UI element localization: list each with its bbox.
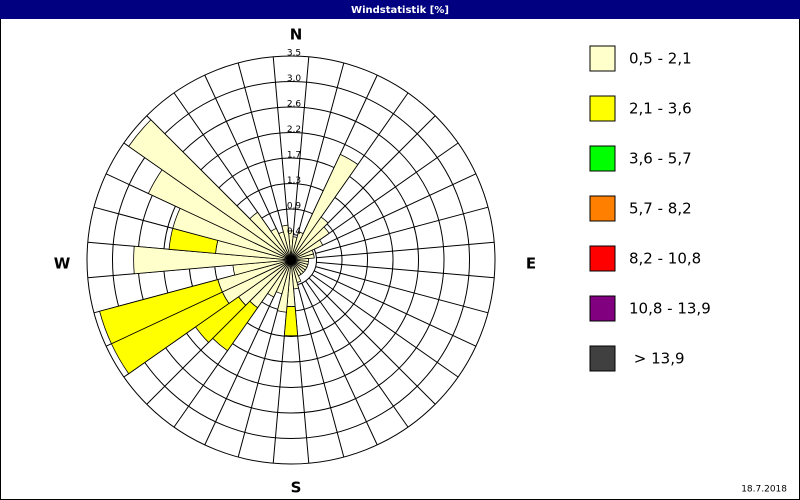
wind-sector bbox=[249, 211, 292, 261]
y-tick-label: 2,6 bbox=[287, 100, 302, 110]
grid-spoke bbox=[308, 115, 436, 243]
y-tick-label: 2,2 bbox=[287, 125, 301, 135]
direction-label: S bbox=[291, 479, 302, 497]
grid-spoke bbox=[292, 56, 310, 235]
grid-ring bbox=[112, 81, 470, 439]
legend-swatch bbox=[589, 195, 616, 222]
legend-swatch bbox=[589, 245, 616, 272]
grid-spoke bbox=[313, 270, 477, 347]
grid-spoke bbox=[316, 241, 495, 259]
grid-spoke bbox=[315, 206, 489, 254]
legend-label: 5,7 - 8,2 bbox=[629, 200, 692, 218]
grid-spoke bbox=[315, 266, 489, 314]
grid-spoke bbox=[272, 56, 290, 235]
grid-spoke bbox=[313, 173, 477, 250]
wind-sector bbox=[290, 253, 315, 261]
grid-spoke bbox=[297, 62, 345, 236]
y-tick-label: 3,5 bbox=[287, 49, 301, 59]
grid-spoke bbox=[311, 142, 459, 246]
legend-swatch bbox=[589, 95, 616, 122]
wind-sector bbox=[270, 227, 292, 261]
legend-label: 10,8 - 13,9 bbox=[629, 300, 711, 318]
wind-sector bbox=[290, 153, 359, 261]
grid-spoke bbox=[308, 277, 436, 405]
wind-sector bbox=[290, 226, 330, 261]
grid-spoke bbox=[305, 280, 409, 428]
direction-label: E bbox=[526, 255, 536, 273]
wind-sector bbox=[290, 216, 329, 261]
date: 18.7.2018 bbox=[741, 485, 787, 495]
legend-label: > 13,9 bbox=[629, 350, 685, 368]
wind-sector bbox=[99, 279, 223, 345]
legend-label: 0,5 - 2,1 bbox=[629, 50, 692, 68]
grid-spoke bbox=[204, 282, 281, 446]
legend-swatch bbox=[589, 45, 616, 72]
y-tick-label: 1,3 bbox=[287, 176, 301, 186]
wind-sector bbox=[283, 306, 299, 337]
direction-label: N bbox=[290, 26, 303, 44]
grid-spoke bbox=[316, 261, 495, 279]
y-tick-label: 0,9 bbox=[287, 202, 302, 212]
wind-sector bbox=[133, 245, 292, 275]
direction-label: W bbox=[54, 255, 71, 273]
legend-swatch bbox=[589, 145, 616, 172]
legend-swatch bbox=[589, 295, 616, 322]
grid-ring bbox=[86, 55, 496, 465]
grid-spoke bbox=[237, 284, 285, 458]
grid-spoke bbox=[301, 282, 378, 446]
wind-sector bbox=[290, 239, 324, 261]
wind-sector bbox=[128, 119, 292, 261]
legend-swatch bbox=[589, 345, 616, 372]
legend-label: 2,1 - 3,6 bbox=[629, 100, 692, 118]
grid-spoke bbox=[311, 274, 459, 378]
legend-label: 3,6 - 5,7 bbox=[629, 150, 692, 168]
y-tick-label: 3,0 bbox=[287, 74, 302, 84]
title-bar bbox=[0, 0, 800, 19]
wind-sector bbox=[281, 224, 292, 261]
grid-spoke bbox=[297, 284, 345, 458]
grid-spoke bbox=[204, 74, 281, 238]
chart-title: Windstatistik [%] bbox=[351, 5, 449, 16]
legend-label: 8,2 - 10,8 bbox=[629, 250, 701, 268]
y-tick-label: 1,7 bbox=[287, 151, 301, 161]
grid-spoke bbox=[237, 62, 285, 236]
y-tick-label: 0,4 bbox=[287, 227, 302, 237]
